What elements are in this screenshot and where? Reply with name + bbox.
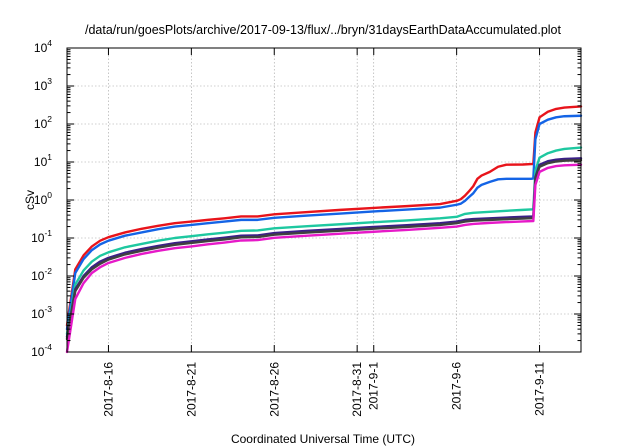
y-tick-label: 10-2 xyxy=(31,266,52,283)
x-tick-label: 2017-8-16 xyxy=(101,362,115,417)
x-axis: 2017-8-16 2017-8-21 2017-8-26 2017-8-31 2017… xyxy=(101,48,547,417)
x-tick-label: 2017-8-31 xyxy=(350,362,364,417)
x-tick-label: 2017-8-21 xyxy=(184,362,198,417)
series-line-5 xyxy=(65,158,583,341)
y-tick-label: 100 xyxy=(34,190,52,207)
y-tick-label: 10-4 xyxy=(31,342,52,359)
x-tick-label: 2017-9-1 xyxy=(367,362,381,410)
series-line-4 xyxy=(65,157,583,339)
series-line-6 xyxy=(65,163,583,354)
y-tick-label: 104 xyxy=(34,38,52,55)
x-tick-label: 2017-8-26 xyxy=(267,362,281,417)
grid xyxy=(67,48,581,352)
y-axis: 10-4 10-3 10-2 10-1 100 101 102 103 104 xyxy=(31,38,581,359)
y-tick-label: 102 xyxy=(34,114,52,131)
x-tick-label: 2017-9-6 xyxy=(450,362,464,410)
y-tick-label: 101 xyxy=(34,152,52,169)
series-line-2 xyxy=(65,114,583,331)
x-tick-label: 2017-9-11 xyxy=(533,362,547,416)
y-axis-label: cSv xyxy=(23,190,37,210)
y-tick-label: 10-1 xyxy=(31,228,52,245)
chart-title: /data/run/goesPlots/archive/2017-09-13/f… xyxy=(85,23,561,37)
x-axis-label: Coordinated Universal Time (UTC) xyxy=(231,432,415,446)
series-line-1 xyxy=(65,105,583,327)
y-tick-label: 103 xyxy=(34,76,52,93)
series-line-3 xyxy=(65,146,583,336)
y-tick-label: 10-3 xyxy=(31,304,52,321)
series-layer xyxy=(65,105,583,354)
